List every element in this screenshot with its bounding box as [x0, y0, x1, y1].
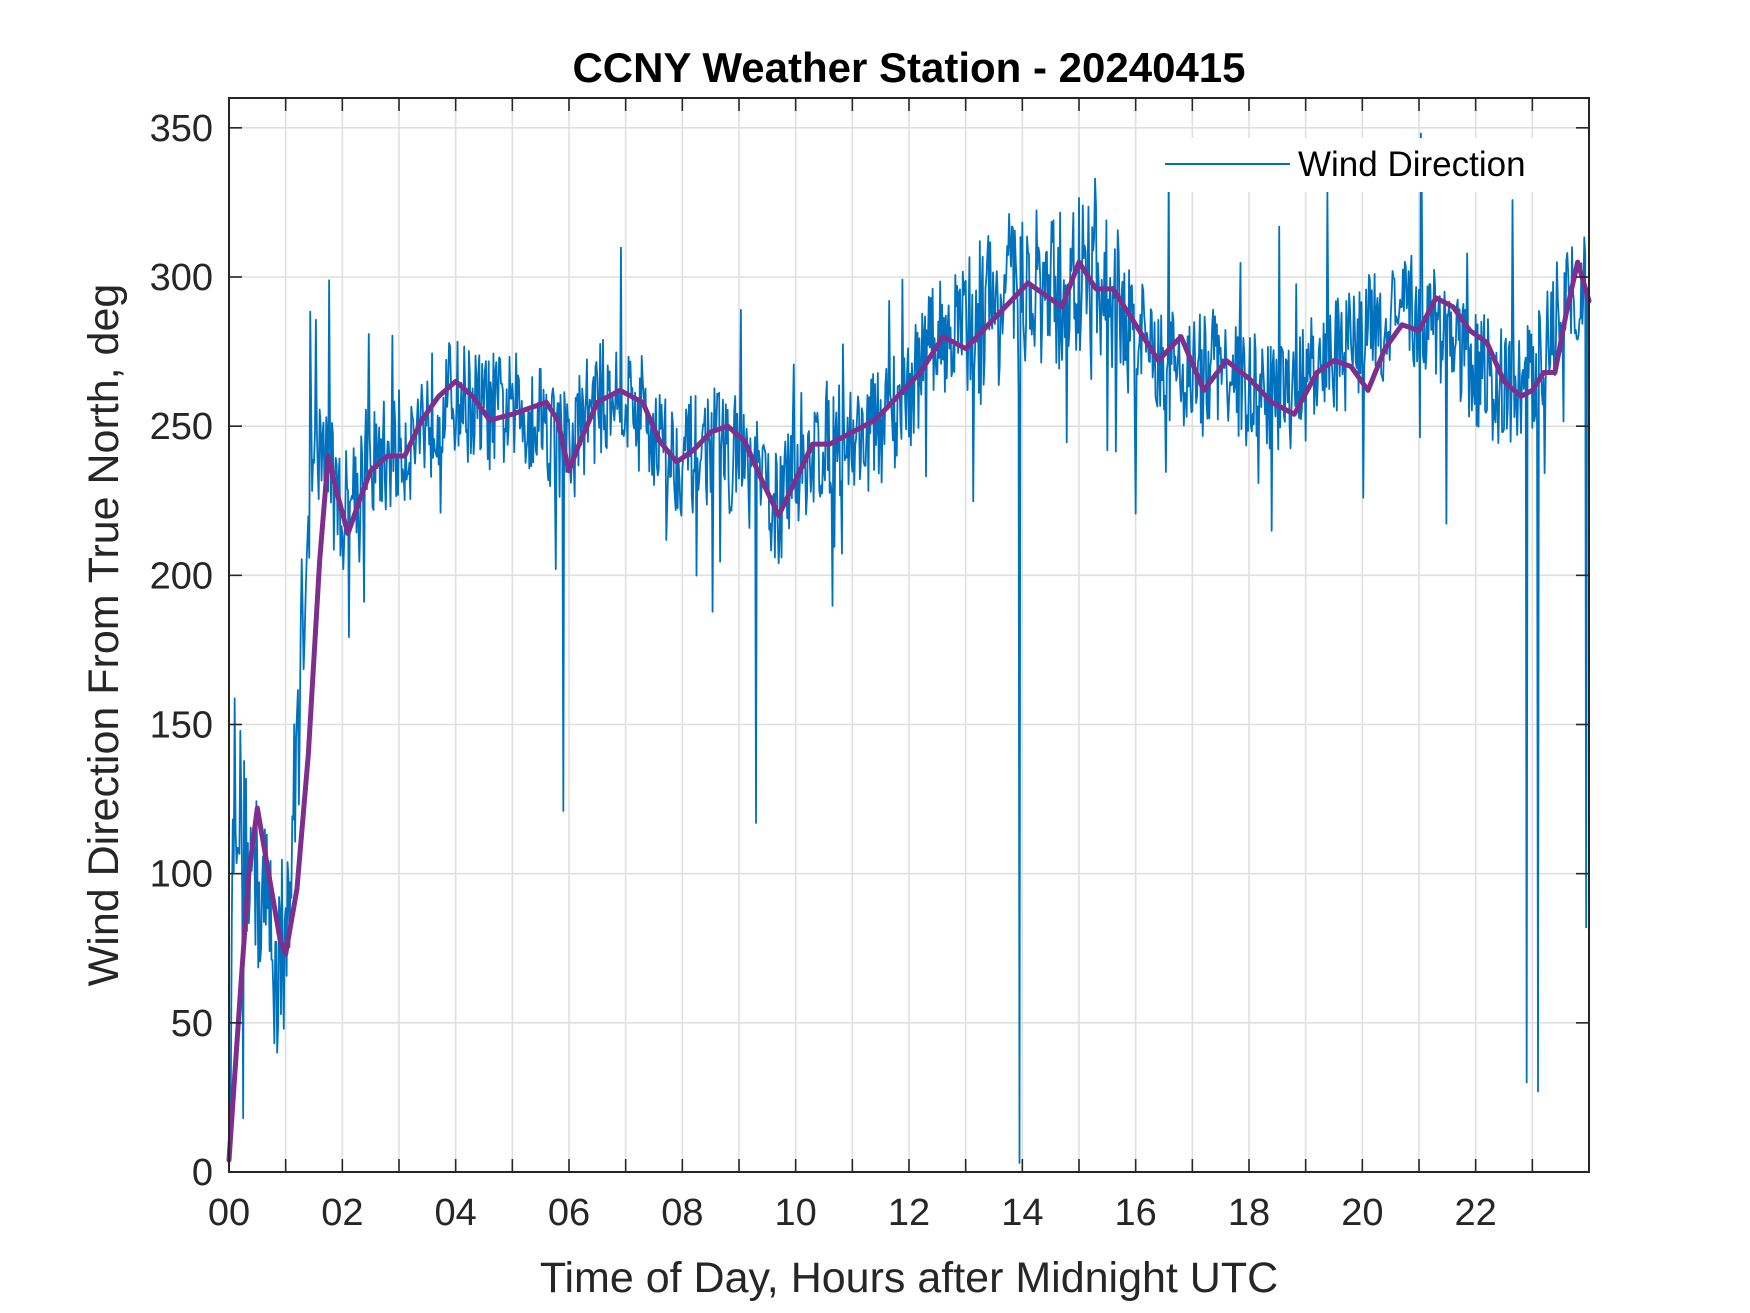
- legend-label-wind-direction: Wind Direction: [1298, 145, 1526, 184]
- legend: Wind Direction: [1150, 138, 1560, 192]
- x-axis-label: Time of Day, Hours after Midnight UTC: [540, 1254, 1278, 1302]
- y-tick-label: 200: [150, 555, 213, 597]
- x-tick-label: 04: [435, 1192, 477, 1234]
- y-tick-label: 250: [150, 406, 213, 448]
- y-tick-label: 50: [171, 1003, 213, 1045]
- x-tick-label: 06: [548, 1192, 590, 1234]
- x-tick-label: 02: [321, 1192, 363, 1234]
- x-tick-label: 20: [1341, 1192, 1383, 1234]
- chart-title: CCNY Weather Station - 20240415: [572, 44, 1245, 91]
- y-tick-label: 0: [192, 1152, 213, 1194]
- y-tick-label: 100: [150, 854, 213, 896]
- x-tick-label: 10: [775, 1192, 817, 1234]
- x-tick-label: 14: [1001, 1192, 1043, 1234]
- y-tick-label: 150: [150, 705, 213, 747]
- y-axis-label: Wind Direction From True North, deg: [80, 284, 128, 987]
- x-tick-label: 16: [1115, 1192, 1157, 1234]
- series-line-smoothed: [226, 259, 1592, 1163]
- x-tick-label: 12: [888, 1192, 930, 1234]
- y-tick-label: 300: [150, 257, 213, 299]
- x-tick-label: 08: [661, 1192, 703, 1234]
- axis-ticks: 00 02 04 06 08 10 12 14 16 18 20 22 0 50 100 150 200 250 3…: [150, 98, 1589, 1234]
- x-tick-label: 22: [1455, 1192, 1497, 1234]
- x-tick-label: 00: [208, 1192, 250, 1234]
- series-line-wind-direction: [228, 132, 1590, 1173]
- y-tick-label: 350: [150, 108, 213, 150]
- x-tick-label: 18: [1228, 1192, 1270, 1234]
- series-lines: [226, 132, 1592, 1173]
